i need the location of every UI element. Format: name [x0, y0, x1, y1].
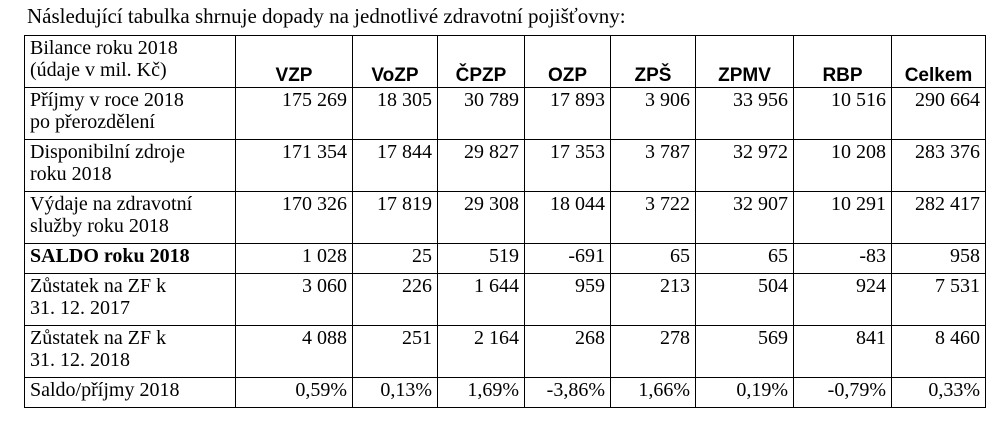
value-cell: 18 044	[524, 191, 611, 244]
value-cell: 17 844	[352, 139, 438, 192]
value-cell: 25	[352, 243, 438, 274]
row-label-line1: Disponibilní zdroje	[30, 141, 185, 163]
table-row: Disponibilní zdroje roku 2018 171 354 17 84…	[24, 139, 986, 192]
value-cell: 504	[695, 273, 794, 326]
value-cell: 170 326	[235, 191, 353, 244]
table-caption: Následující tabulka shrnuje dopady na je…	[27, 4, 626, 28]
row-label-line1: Výdaje na zdravotní	[30, 193, 193, 215]
value-cell: 1 644	[437, 273, 525, 326]
value-cell: 1,66%	[610, 377, 696, 408]
row-label-line1: Saldo/příjmy 2018	[30, 379, 180, 401]
column-header-rbp: RBP	[793, 35, 892, 88]
value-cell: 10 516	[793, 87, 892, 140]
row-label-line2: 31. 12. 2018	[30, 349, 130, 371]
table-row: Zůstatek na ZF k 31. 12. 2017 3 060 226 1 64…	[24, 273, 986, 326]
value-cell: 924	[793, 273, 892, 326]
value-cell: 65	[610, 243, 696, 274]
value-cell: 213	[610, 273, 696, 326]
row-label-line2: po přerozdělení	[30, 111, 155, 133]
header-label-cell: Bilance roku 2018 (údaje v mil. Kč)	[24, 35, 236, 88]
value-cell: 7 531	[891, 273, 986, 326]
value-cell: -691	[524, 243, 611, 274]
value-cell: 171 354	[235, 139, 353, 192]
value-cell: 1 028	[235, 243, 353, 274]
value-cell: -83	[793, 243, 892, 274]
value-cell: 251	[352, 325, 438, 378]
row-label-line2: roku 2018	[30, 163, 112, 185]
value-cell: 841	[793, 325, 892, 378]
row-label-cell: Výdaje na zdravotní služby roku 2018	[24, 191, 236, 244]
row-label-line1: SALDO roku 2018	[30, 245, 190, 267]
value-cell: 0,19%	[695, 377, 794, 408]
value-cell: 33 956	[695, 87, 794, 140]
value-cell: 0,13%	[352, 377, 438, 408]
value-cell: -3,86%	[524, 377, 611, 408]
table-row: Zůstatek na ZF k 31. 12. 2018 4 088 251 2 16…	[24, 325, 986, 378]
table-body: Příjmy v roce 2018 po přerozdělení 175 269…	[24, 87, 986, 408]
value-cell: 18 305	[352, 87, 438, 140]
value-cell: 0,59%	[235, 377, 353, 408]
table-row: Výdaje na zdravotní služby roku 2018 170 3…	[24, 191, 986, 244]
table-row: Příjmy v roce 2018 po přerozdělení 175 269…	[24, 87, 986, 140]
value-cell: 2 164	[437, 325, 525, 378]
value-cell: 17 353	[524, 139, 611, 192]
column-header-vzp: VZP	[235, 35, 353, 88]
row-label-line1: Příjmy v roce 2018	[30, 89, 184, 111]
value-cell: 32 907	[695, 191, 794, 244]
column-header-ozp: OZP	[524, 35, 611, 88]
column-header-celkem: Celkem	[891, 35, 986, 88]
row-label-cell: Disponibilní zdroje roku 2018	[24, 139, 236, 192]
column-header-vozp: VoZP	[352, 35, 438, 88]
value-cell: 3 060	[235, 273, 353, 326]
value-cell: 29 827	[437, 139, 525, 192]
value-cell: 226	[352, 273, 438, 326]
value-cell: 959	[524, 273, 611, 326]
value-cell: 10 208	[793, 139, 892, 192]
row-label-line2: 31. 12. 2017	[30, 297, 130, 319]
value-cell: 175 269	[235, 87, 353, 140]
value-cell: 17 893	[524, 87, 611, 140]
header-label-line2: (údaje v mil. Kč)	[30, 59, 167, 81]
table-header-row: Bilance roku 2018 (údaje v mil. Kč) VZP …	[24, 35, 986, 88]
row-label-cell: Zůstatek na ZF k 31. 12. 2017	[24, 273, 236, 326]
value-cell: 17 819	[352, 191, 438, 244]
value-cell: 519	[437, 243, 525, 274]
value-cell: 268	[524, 325, 611, 378]
row-label-cell: SALDO roku 2018	[24, 243, 236, 274]
value-cell: 283 376	[891, 139, 986, 192]
value-cell: 10 291	[793, 191, 892, 244]
column-header-zpmv: ZPMV	[695, 35, 794, 88]
table-row: SALDO roku 2018 1 028 25 519 -691 65 65 -83 958	[24, 243, 986, 274]
value-cell: 8 460	[891, 325, 986, 378]
row-label-cell: Saldo/příjmy 2018	[24, 377, 236, 408]
value-cell: 290 664	[891, 87, 986, 140]
value-cell: 29 308	[437, 191, 525, 244]
row-label-line2: služby roku 2018	[30, 215, 169, 237]
value-cell: 4 088	[235, 325, 353, 378]
row-label-cell: Zůstatek na ZF k 31. 12. 2018	[24, 325, 236, 378]
value-cell: 282 417	[891, 191, 986, 244]
value-cell: -0,79%	[793, 377, 892, 408]
column-header-cpzp: ČPZP	[437, 35, 525, 88]
column-header-zps: ZPŠ	[610, 35, 696, 88]
table-row: Saldo/příjmy 2018 0,59% 0,13% 1,69% -3,86% 1,…	[24, 377, 986, 408]
header-label-line1: Bilance roku 2018	[30, 37, 178, 59]
value-cell: 1,69%	[437, 377, 525, 408]
value-cell: 32 972	[695, 139, 794, 192]
value-cell: 30 789	[437, 87, 525, 140]
row-label-line1: Zůstatek na ZF k	[30, 327, 167, 349]
value-cell: 569	[695, 325, 794, 378]
row-label-line1: Zůstatek na ZF k	[30, 275, 167, 297]
insurance-balance-table: Bilance roku 2018 (údaje v mil. Kč) VZP …	[24, 35, 986, 408]
value-cell: 3 906	[610, 87, 696, 140]
value-cell: 278	[610, 325, 696, 378]
value-cell: 3 722	[610, 191, 696, 244]
value-cell: 65	[695, 243, 794, 274]
value-cell: 0,33%	[891, 377, 986, 408]
value-cell: 3 787	[610, 139, 696, 192]
row-label-cell: Příjmy v roce 2018 po přerozdělení	[24, 87, 236, 140]
value-cell: 958	[891, 243, 986, 274]
